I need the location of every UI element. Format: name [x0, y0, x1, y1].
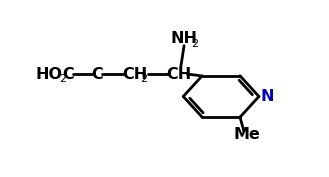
Text: NH: NH	[170, 31, 198, 46]
Text: 2: 2	[59, 74, 66, 84]
Text: CH: CH	[122, 67, 147, 81]
Text: HO: HO	[36, 67, 63, 81]
Text: N: N	[260, 89, 274, 104]
Text: CH: CH	[166, 67, 192, 81]
Text: C: C	[63, 67, 74, 81]
Text: Me: Me	[234, 127, 261, 142]
Text: C: C	[91, 67, 103, 81]
Text: 2: 2	[140, 74, 147, 84]
Text: 2: 2	[191, 39, 198, 49]
